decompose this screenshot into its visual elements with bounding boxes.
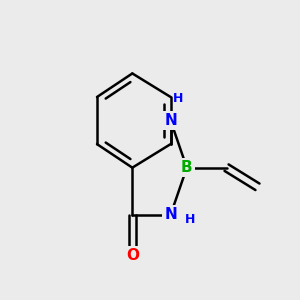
Text: H: H — [173, 92, 183, 105]
Text: N: N — [164, 113, 177, 128]
Text: N: N — [164, 207, 177, 222]
Text: O: O — [126, 248, 139, 263]
Text: B: B — [181, 160, 193, 175]
Text: H: H — [184, 213, 195, 226]
